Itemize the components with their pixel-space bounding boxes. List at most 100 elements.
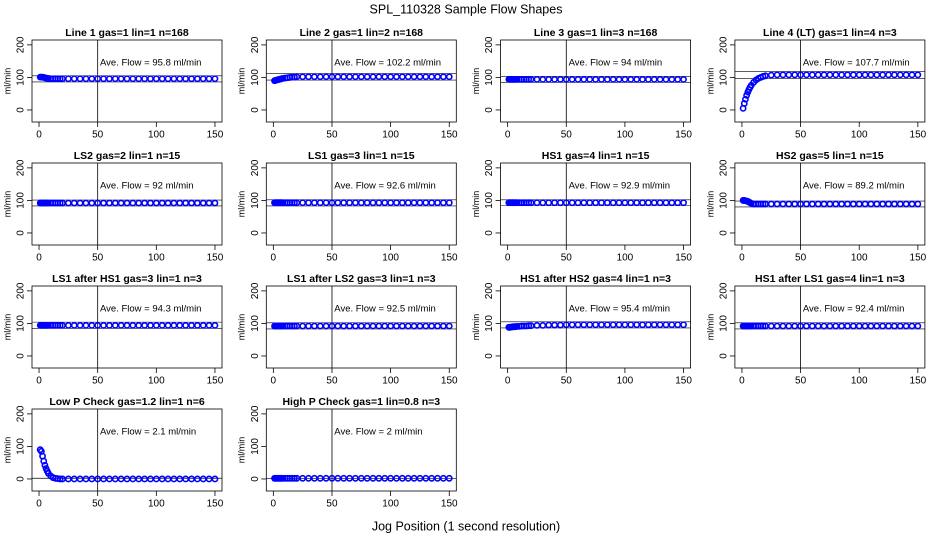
data-point bbox=[844, 71, 851, 79]
y-tick-label: 100 bbox=[719, 69, 730, 86]
data-point bbox=[117, 321, 125, 329]
data-point bbox=[650, 75, 658, 83]
x-tick-label: 150 bbox=[441, 130, 458, 141]
data-point bbox=[680, 75, 687, 83]
data-point bbox=[70, 475, 78, 483]
data-point bbox=[873, 71, 881, 79]
data-point bbox=[873, 200, 881, 208]
x-tick-label: 100 bbox=[617, 376, 634, 387]
data-point bbox=[445, 73, 453, 81]
data-point bbox=[56, 75, 64, 83]
y-tick-label: 200 bbox=[484, 282, 495, 299]
data-point bbox=[539, 75, 547, 83]
data-point bbox=[445, 322, 453, 330]
data-point bbox=[609, 75, 617, 83]
data-point bbox=[908, 71, 916, 79]
data-point bbox=[914, 200, 922, 208]
data-point bbox=[832, 71, 840, 79]
y-tick-label: 200 bbox=[250, 159, 261, 176]
data-point bbox=[305, 199, 312, 207]
data-point bbox=[76, 75, 84, 83]
data-point bbox=[416, 73, 424, 81]
panel-title: Line 2 gas=1 lin=2 n=168 bbox=[300, 27, 424, 39]
data-point bbox=[867, 200, 875, 208]
y-tick-label: 0 bbox=[484, 353, 495, 359]
data-point bbox=[633, 75, 641, 83]
figure-x-label: Jog Position (1 second resolution) bbox=[372, 519, 560, 533]
y-tick-label: 200 bbox=[250, 405, 261, 422]
y-tick-label: 0 bbox=[250, 476, 261, 482]
x-tick-label: 50 bbox=[92, 499, 104, 510]
x-tick-label: 100 bbox=[851, 253, 868, 264]
data-point bbox=[832, 200, 840, 208]
data-point bbox=[193, 75, 201, 83]
data-point bbox=[310, 322, 318, 330]
x-tick-label: 0 bbox=[271, 253, 277, 264]
data-point bbox=[668, 199, 676, 207]
data-point bbox=[826, 200, 834, 208]
data-point bbox=[205, 75, 213, 83]
data-point bbox=[346, 73, 353, 81]
x-tick-label: 150 bbox=[207, 130, 224, 141]
data-point bbox=[188, 321, 195, 329]
y-axis-label: ml/min bbox=[237, 314, 247, 341]
data-point bbox=[557, 75, 564, 83]
data-point bbox=[416, 322, 424, 330]
data-point bbox=[375, 199, 383, 207]
data-point bbox=[363, 199, 371, 207]
data-point bbox=[322, 199, 330, 207]
data-point bbox=[680, 199, 687, 207]
data-point bbox=[111, 475, 119, 483]
y-tick-label: 0 bbox=[250, 107, 261, 113]
data-point bbox=[340, 322, 348, 330]
data-point bbox=[867, 322, 875, 330]
x-tick-label: 50 bbox=[795, 253, 807, 264]
data-point bbox=[369, 73, 377, 81]
data-point bbox=[580, 75, 588, 83]
data-point bbox=[767, 200, 775, 208]
data-point bbox=[838, 322, 846, 330]
data-point bbox=[106, 321, 113, 329]
annotation: Ave. Flow = 2.1 ml/min bbox=[100, 427, 196, 438]
data-point bbox=[545, 321, 553, 329]
data-point bbox=[896, 200, 904, 208]
data-point bbox=[891, 71, 898, 79]
y-tick-label: 200 bbox=[16, 405, 27, 422]
data-point bbox=[855, 322, 863, 330]
y-tick-label: 200 bbox=[16, 36, 27, 53]
plot-frame bbox=[265, 162, 457, 246]
data-point bbox=[820, 200, 828, 208]
data-point bbox=[674, 321, 682, 329]
data-point bbox=[879, 322, 887, 330]
data-point bbox=[316, 199, 324, 207]
data-point bbox=[891, 322, 898, 330]
data-point bbox=[785, 322, 793, 330]
data-point bbox=[334, 322, 342, 330]
data-point bbox=[158, 199, 166, 207]
data-point bbox=[199, 199, 207, 207]
y-tick-label: 0 bbox=[16, 476, 27, 482]
data-point bbox=[88, 475, 96, 483]
panel-title: HS1 after LS1 gas=4 lin=1 n=3 bbox=[755, 273, 905, 285]
x-tick-label: 0 bbox=[739, 253, 745, 264]
data-point bbox=[334, 73, 342, 81]
data-point bbox=[627, 75, 635, 83]
data-point bbox=[88, 321, 96, 329]
y-axis-label: ml/min bbox=[237, 68, 247, 95]
y-tick-label: 0 bbox=[250, 230, 261, 236]
data-point bbox=[135, 75, 143, 83]
data-point bbox=[340, 199, 348, 207]
data-point bbox=[41, 461, 49, 469]
data-point bbox=[873, 322, 881, 330]
data-point bbox=[644, 199, 652, 207]
data-point bbox=[291, 474, 298, 482]
data-point bbox=[639, 199, 646, 207]
data-point bbox=[592, 199, 599, 207]
data-point bbox=[188, 475, 195, 483]
data-point bbox=[791, 322, 799, 330]
x-tick-label: 100 bbox=[617, 130, 634, 141]
x-tick-label: 50 bbox=[92, 253, 104, 264]
data-point bbox=[164, 321, 172, 329]
plot-frame bbox=[500, 39, 692, 123]
x-tick-label: 100 bbox=[851, 376, 868, 387]
